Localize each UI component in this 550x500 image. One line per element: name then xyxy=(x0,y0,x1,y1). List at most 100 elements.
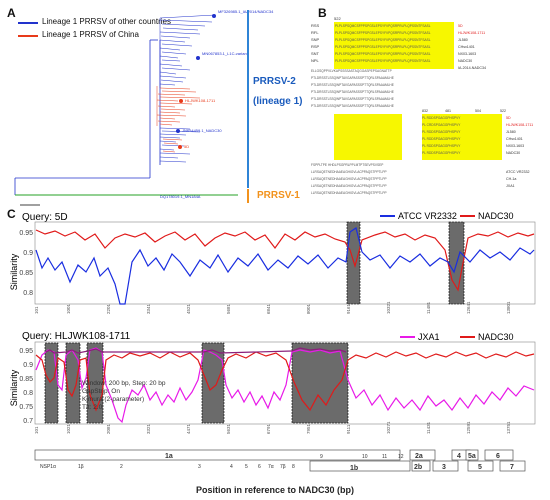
top-ref-names: 5D HLJWK108-1711 JL580 CHsx1401 NX03-160… xyxy=(458,24,486,70)
svg-text:1001: 1001 xyxy=(66,303,71,314)
bottom-ref-names: 5D HLJWK108-1711 JL580 CHsx1401 NX03-160… xyxy=(506,116,533,188)
plot1-xticks: 101 1001 2201 3341 4521 5681 6841 8001 9… xyxy=(34,301,511,314)
svg-text:LLRSAQETNEDHAAEAGHIGVLACPPAQST: LLRSAQETNEDHAAEAGHIGVLACPPAQSTPPTLPP xyxy=(311,191,387,195)
svg-text:PLPLSPSQMCSFPPSPGSLEPSYFVPQSRP: PLPLSPSQMCSFPPSPGSLEPSYFVPQSRPRLPLQPSSNT… xyxy=(335,24,431,28)
svg-text:2201: 2201 xyxy=(106,303,111,314)
clade-label-lineage1: (lineage 1) xyxy=(253,96,303,107)
plot2-ylabel: Similarity xyxy=(9,369,19,406)
svg-text:RFL: RFL xyxy=(311,30,319,35)
svg-text:9161: 9161 xyxy=(346,303,351,314)
svg-text:832: 832 xyxy=(422,109,428,113)
tip-marker-l1c xyxy=(196,56,200,60)
svg-text:101: 101 xyxy=(34,306,39,314)
genome-map xyxy=(34,449,526,472)
tip-label-nadc34: MF326985.1_IA/2014/NADC34 xyxy=(218,9,274,14)
legend-label-china: Lineage 1 PRRSV of China xyxy=(42,30,139,39)
panel-c-letter: C xyxy=(7,207,16,221)
svg-text:0.9: 0.9 xyxy=(23,250,33,257)
legend-swatch-china xyxy=(18,35,38,37)
svg-text:1021: 1021 xyxy=(66,423,71,434)
orf-1a-box xyxy=(34,449,401,461)
svg-text:PL RDDSPGAGGPHSPVY: PL RDDSPGAGGPHSPVY xyxy=(422,116,461,120)
svg-text:NPL: NPL xyxy=(311,58,320,63)
sequence-alignment: 522 RSS RFL SNP RSP SNT NPL PLPLSPSQMCSF… xyxy=(311,16,533,195)
svg-text:11431: 11431 xyxy=(426,421,431,434)
tip-label-l1c: MN067853.1_L1C-variant xyxy=(202,51,249,56)
plot1-legend: ATCC VR2332 NADC30 xyxy=(380,211,514,221)
tip-label-5d: 5D xyxy=(184,144,189,149)
svg-text:1a: 1a xyxy=(165,453,173,460)
svg-text:6: 6 xyxy=(258,464,261,470)
prrsv2-bracket xyxy=(247,10,249,188)
svg-text:2: 2 xyxy=(120,464,123,470)
svg-text:PTLDRSSTLSSQWPTAVGAPASSSPTTQRL: PTLDRSSTLSSQWPTAVGAPASSSPTTQRLSPAAAMLHE xyxy=(311,83,394,87)
red-clade-lower xyxy=(162,138,183,153)
svg-text:PLPLSPSQMCSFPPSPGSLEPSYFVPQSRP: PLPLSPSQMCSFPPSPGSLEPSYFVPQSRPRLPLQPSSNT… xyxy=(335,59,431,63)
svg-text:5: 5 xyxy=(245,464,248,470)
svg-text:5D: 5D xyxy=(506,116,511,120)
svg-text:SNP: SNP xyxy=(311,37,320,42)
svg-text:7: 7 xyxy=(510,464,514,471)
plot2-line-nadc30 xyxy=(35,351,535,412)
svg-text:3: 3 xyxy=(198,464,201,470)
svg-text:HLJWK108-1711: HLJWK108-1711 xyxy=(458,31,485,35)
svg-text:PL RDDSPGAGGPHSPVY: PL RDDSPGAGGPHSPVY xyxy=(422,144,461,148)
legend-label-other-countries: Lineage 1 PRRSV of other countries xyxy=(42,17,171,26)
plot1-yticks: 0.95 0.9 0.85 0.8 xyxy=(19,230,33,297)
svg-text:Window: 200 bp, Step: 20 bp: Window: 200 bp, Step: 20 bp xyxy=(82,380,166,387)
plot2-recomb-region-1 xyxy=(44,342,59,424)
svg-text:LLRSAQETNEDHAAEAGHIGVLACPPAQST: LLRSAQETNEDHAAEAGHIGVLACPPAQSTPPTLPP xyxy=(311,184,387,188)
orf-1b-box xyxy=(309,460,411,472)
svg-text:CHsx1401: CHsx1401 xyxy=(506,137,523,141)
svg-text:4471: 4471 xyxy=(186,423,191,434)
bottom-positions: 832 481 504 522 xyxy=(422,109,506,113)
top-seq-text: PLPLSPSQMCSFPPSPGSLEPSYFVPQSRPRLPLQPSSNT… xyxy=(311,24,431,108)
tip-marker-5d xyxy=(178,145,182,149)
svg-text:GapStrip: On: GapStrip: On xyxy=(82,388,120,395)
svg-text:PL CRDSPGAGGPHSPVY: PL CRDSPGAGGPHSPVY xyxy=(422,123,461,127)
svg-text:7951: 7951 xyxy=(306,423,311,434)
svg-text:PLPLSPSQMCSFPPSPGSLEPSYFVPQSRP: PLPLSPSQMCSFPPSPGSLEPSYFVPQSRPRLPLQPSSNT… xyxy=(335,52,431,56)
svg-text:10: 10 xyxy=(362,454,368,460)
svg-text:3: 3 xyxy=(442,464,446,471)
svg-text:NADC30: NADC30 xyxy=(458,59,472,63)
svg-text:JL580: JL580 xyxy=(458,38,468,42)
plot2-recomb-region-5 xyxy=(291,342,349,424)
svg-text:NX03-1603: NX03-1603 xyxy=(506,144,524,148)
svg-text:0.95: 0.95 xyxy=(19,230,33,237)
svg-text:NADC30: NADC30 xyxy=(478,211,514,221)
svg-text:0.85: 0.85 xyxy=(19,270,33,277)
plot1-frame xyxy=(34,221,536,305)
plot1-query: Query: 5D xyxy=(22,212,68,223)
svg-text:481: 481 xyxy=(445,109,451,113)
plot1-line-nadc30 xyxy=(35,229,535,292)
bottom-highlight-1 xyxy=(334,114,402,160)
orf-5-box xyxy=(467,460,494,472)
genome-top-labels: NSP1α 1β 2 1a 3 4 5 6 7α 7β 8 9 10 11 12 xyxy=(40,453,404,470)
svg-text:101: 101 xyxy=(34,426,39,434)
svg-text:SNT: SNT xyxy=(311,51,320,56)
plot2-query: Query: HLJWK108-1711 xyxy=(22,331,131,342)
orf-5a-box xyxy=(465,449,479,461)
svg-text:ATCC VR2332: ATCC VR2332 xyxy=(506,170,530,174)
svg-text:11481: 11481 xyxy=(426,301,431,314)
svg-text:2b: 2b xyxy=(414,464,422,471)
svg-text:2081: 2081 xyxy=(106,423,111,434)
orf-7-box xyxy=(499,460,526,472)
red-clade-middle xyxy=(156,86,201,126)
plot2-annotation: Window: 200 bp, Step: 20 bp GapStrip: On… xyxy=(82,380,166,411)
top-row-names: RSS RFL SNP RSP SNT NPL xyxy=(311,23,320,63)
svg-text:6: 6 xyxy=(496,453,500,460)
svg-text:12: 12 xyxy=(398,454,404,460)
plot2-frame xyxy=(34,341,536,425)
svg-text:NADC30: NADC30 xyxy=(506,151,520,155)
svg-text:11: 11 xyxy=(382,454,387,460)
plot2-recomb-region-4 xyxy=(201,342,225,424)
svg-text:5631: 5631 xyxy=(226,423,231,434)
plot2-xticks: 101 1021 2081 3321 4471 5631 6791 7951 9… xyxy=(34,421,511,434)
svg-text:13751: 13751 xyxy=(506,421,511,434)
orf-3-box xyxy=(432,460,459,472)
orf-top-labels: 2a 4 5a 6 xyxy=(415,453,500,460)
svg-text:PTLDRSSTLSSQWPTAVGAPASSSPTTQRL: PTLDRSSTLSSQWPTAVGAPASSSPTTQRLSPAAAMLHE xyxy=(311,90,394,94)
svg-text:0.85: 0.85 xyxy=(19,376,33,383)
